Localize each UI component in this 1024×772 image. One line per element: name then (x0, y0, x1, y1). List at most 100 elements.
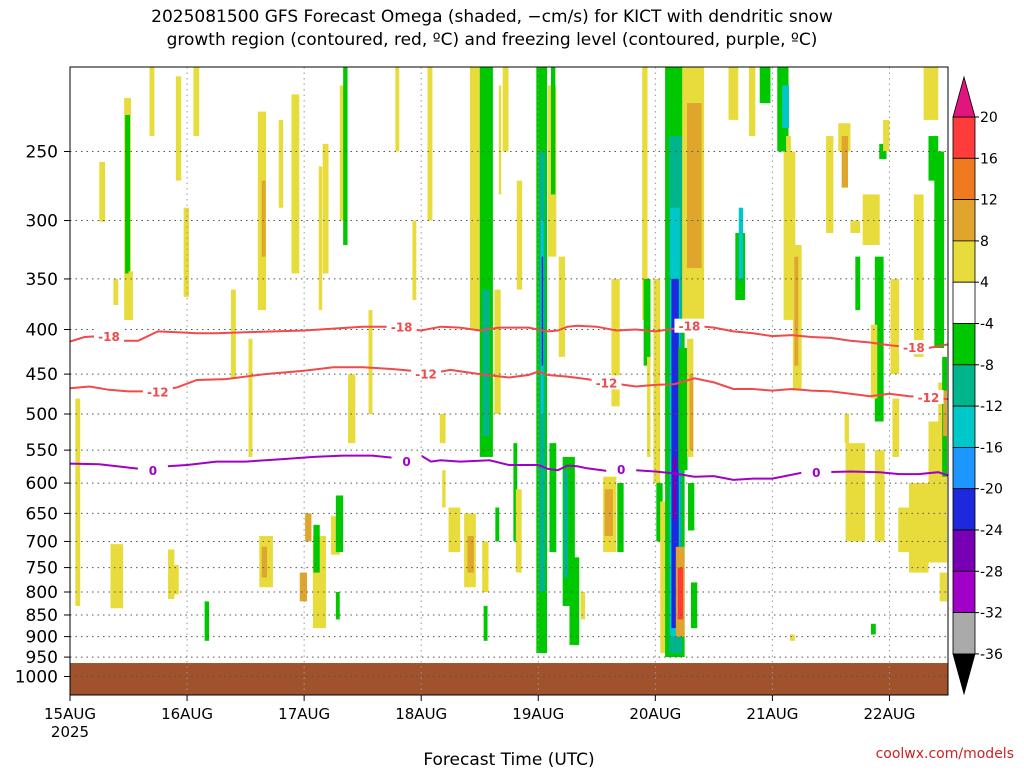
omega-cell (427, 67, 433, 221)
contour-label-bg (142, 384, 173, 399)
omega-cell (845, 443, 866, 542)
chart-title-line2: growth region (contoured, red, ºC) and f… (167, 30, 818, 50)
omega-cell (204, 601, 210, 641)
omega-cell (678, 347, 688, 471)
x-tick-label: 17AUG (278, 705, 330, 723)
omega-cell (677, 567, 684, 620)
contour-line (70, 324, 948, 350)
colorbar-segment (952, 116, 976, 159)
omega-cell (689, 374, 694, 451)
omega-cell (515, 489, 522, 573)
omega-cell (498, 85, 502, 195)
colorbar-segment (952, 529, 976, 572)
contour-label: 0 (402, 455, 410, 469)
contour-label-bg (913, 389, 944, 404)
omega-cell (877, 463, 885, 542)
omega-cell (193, 67, 200, 137)
omega-cell (611, 278, 620, 407)
contour-lines: -18 -18 -18 -18 -12 -12 -12 -12 0 0 0 0 (70, 318, 948, 481)
x-tick-label: 15AUG (44, 705, 96, 723)
y-tick-label: 350 (26, 270, 58, 290)
omega-cell (99, 161, 106, 222)
omega-cell (789, 634, 795, 641)
omega-cell (892, 398, 900, 457)
omega-cell (278, 119, 284, 208)
omega-cell (439, 414, 446, 444)
omega-cell (690, 582, 698, 629)
contour-label: -12 (918, 391, 940, 405)
omega-cell (541, 256, 544, 366)
omega-cell (660, 501, 668, 654)
omega-cell (874, 256, 884, 422)
omega-cell (643, 278, 651, 366)
y-tick-label: 750 (26, 559, 58, 579)
omega-cell (653, 278, 661, 484)
omega-cell (335, 592, 340, 620)
colorbar-segment (952, 281, 976, 324)
colorbar-label: -12 (980, 399, 1003, 415)
omega-cell (261, 546, 268, 578)
y-tick-label: 650 (26, 504, 58, 524)
omega-cell (494, 289, 501, 415)
y-axis: 2503003504004505005506006507007508008509… (15, 143, 70, 688)
contour-label: -12 (147, 385, 169, 399)
omega-cell (898, 507, 911, 553)
first-tick-year: 2025 (51, 723, 89, 741)
y-tick-label: 900 (26, 628, 58, 648)
contour-label: -18 (98, 330, 120, 344)
contour-label: 0 (617, 463, 625, 477)
colorbar-label: 16 (980, 151, 998, 167)
colorbar-label: -28 (980, 564, 1003, 580)
y-tick-label: 400 (26, 321, 58, 341)
colorbar-segment (952, 199, 976, 242)
y-tick-label: 450 (26, 365, 58, 385)
omega-cell (826, 136, 834, 233)
omega-cell (183, 207, 190, 297)
omega-cell (261, 180, 266, 257)
colorbar-label: 8 (980, 234, 989, 250)
contour-line (70, 454, 948, 481)
omega-cell (923, 67, 939, 120)
contour-label-bg (137, 463, 168, 478)
omega-cell (604, 489, 613, 536)
omega-cell (125, 114, 130, 274)
omega-cell (642, 67, 648, 320)
omega-cell (759, 67, 771, 104)
omega-cell (738, 207, 744, 279)
ground-band (70, 663, 948, 695)
y-tick-label: 1000 (15, 668, 58, 688)
contour-label-bg (591, 375, 622, 390)
colorbar-segment (952, 570, 976, 613)
y-tick-label: 550 (26, 441, 58, 461)
omega-cell (412, 220, 417, 300)
x-tick-label: 20AUG (629, 705, 681, 723)
omega-cell (549, 443, 557, 553)
colorbar-label: -24 (980, 523, 1003, 539)
omega-cell (913, 194, 924, 357)
omega-cell (934, 151, 945, 348)
omega-cell (928, 136, 939, 181)
omega-cell (688, 483, 695, 531)
ground-layer (70, 663, 948, 695)
omega-cell (672, 456, 677, 520)
omega-cell (617, 483, 624, 553)
omega-cell (786, 136, 791, 208)
colorbar-segment (952, 323, 976, 366)
colorbar-label: -16 (980, 440, 1003, 456)
colorbar-segment (952, 405, 976, 448)
y-tick-label: 700 (26, 532, 58, 552)
credit-text: coolwx.com/models (876, 746, 1014, 762)
omega-cell (558, 256, 566, 357)
omega-cell (940, 483, 948, 563)
omega-cell (516, 180, 523, 290)
omega-cell (482, 289, 490, 437)
colorbar: 20 16 12 8 4 -4 -8 -12 -16 -20 -24 -28 -32 -36 (952, 75, 1003, 696)
omega-cell (75, 398, 81, 606)
omega-cell (862, 194, 880, 245)
omega-cell (168, 549, 175, 600)
omega-shading (75, 67, 948, 658)
contour-line (70, 366, 948, 401)
omega-cell (569, 557, 580, 645)
